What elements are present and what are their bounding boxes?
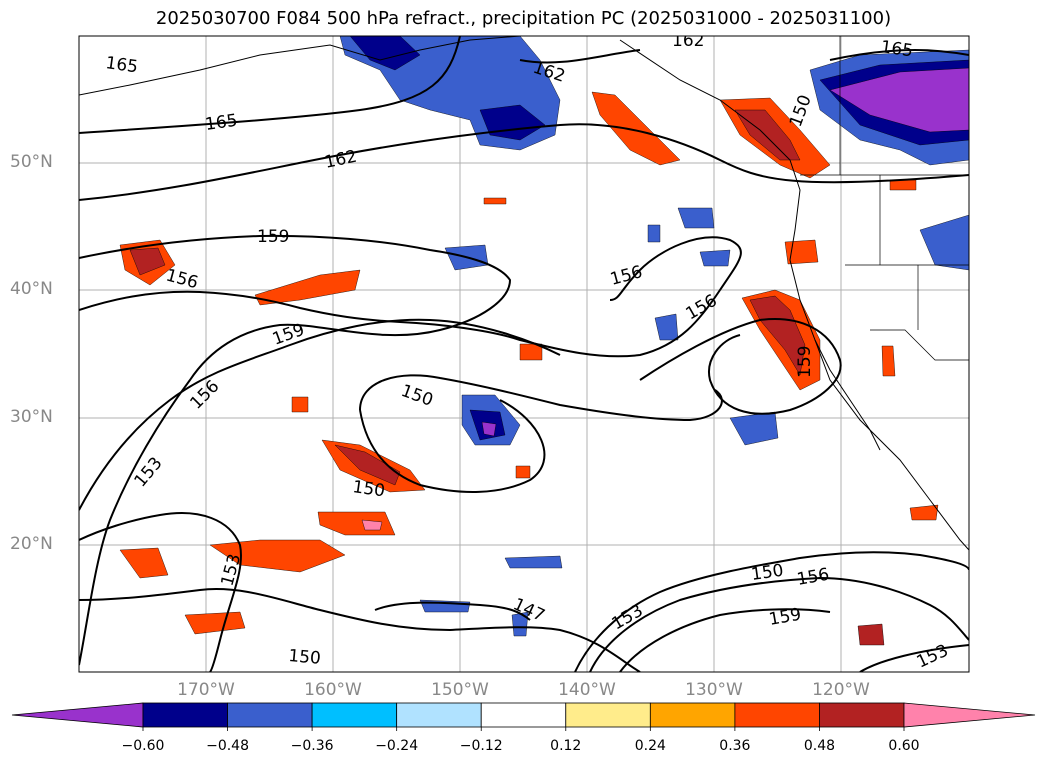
- anomaly-small3: [483, 197, 507, 205]
- colorbar-tick-label: 0.48: [803, 738, 836, 754]
- colorbar-tick-label: 0.36: [719, 738, 751, 754]
- colorbar-tick-label: 0.24: [634, 738, 666, 754]
- lat-label-30: 30°N: [10, 407, 53, 427]
- coastlines: [79, 36, 969, 551]
- anomaly-small5: [515, 465, 531, 479]
- lat-label-40: 40°N: [10, 279, 53, 299]
- anomaly-east2: [699, 249, 731, 267]
- anomaly-mid-band: [254, 269, 361, 306]
- colorbar-segment: [565, 702, 651, 728]
- colorbar-extend-high: [903, 702, 1036, 728]
- contour-label: 165: [204, 111, 239, 135]
- colorbar-segment: [649, 702, 736, 728]
- lat-label-20: 20°N: [10, 534, 53, 554]
- baja: [814, 339, 881, 451]
- negative-anomaly-areas: [339, 36, 969, 637]
- anomaly-east3: [654, 313, 679, 341]
- colorbar-segment: [734, 702, 820, 728]
- anomaly-small2: [291, 396, 309, 413]
- contour-153-south: [574, 551, 969, 672]
- lon-label-170w: 170°W: [177, 680, 235, 700]
- contour-label: 150: [288, 646, 322, 669]
- anomaly-pacific-nw-core: [734, 109, 801, 161]
- north-america-coast: [619, 39, 969, 551]
- contour-label: 159: [795, 346, 815, 378]
- contour-label: 165: [879, 37, 914, 61]
- positive-anomaly-areas: [119, 91, 939, 646]
- anomaly-central-band-core: [334, 444, 401, 486]
- contour-159-south: [619, 608, 831, 672]
- anomaly-sw-small: [119, 547, 169, 579]
- anomaly-nevada: [784, 239, 819, 265]
- alaska-coast: [79, 36, 521, 96]
- height-contours: [79, 36, 969, 672]
- colorbar-segment: [142, 702, 228, 728]
- colorbar-tick-label: −0.48: [206, 738, 249, 754]
- anomaly-canada-min: [829, 67, 969, 133]
- colorbar-tick-label: −0.12: [459, 738, 503, 754]
- contour-150-se: [859, 644, 969, 672]
- contour-165-ne: [829, 49, 969, 61]
- contour-156: [79, 236, 742, 358]
- contour-153-sw: [79, 512, 242, 672]
- contour-label: 162: [672, 31, 704, 51]
- contour-162-north: [519, 49, 641, 64]
- colorbar-segment: [480, 702, 567, 728]
- contour-147: [374, 601, 531, 621]
- anomaly-small4: [889, 179, 917, 191]
- contour-153: [79, 318, 561, 511]
- contour-150-south: [79, 588, 641, 672]
- lon-label-150w: 150°W: [431, 680, 489, 700]
- colorbar-tick-label: −0.36: [290, 738, 334, 754]
- anomaly-south2: [511, 611, 529, 637]
- lon-label-140w: 140°W: [558, 680, 616, 700]
- colorbar-tick-label: −0.60: [121, 738, 165, 754]
- anomaly-south-small: [184, 611, 246, 635]
- contour-162: [79, 123, 969, 201]
- map-title: 2025030700 F084 500 hPa refract., precip…: [155, 8, 892, 29]
- lon-label-160w: 160°W: [304, 680, 362, 700]
- contour-159: [79, 234, 512, 666]
- colorbar-tick-label: −0.24: [375, 738, 419, 754]
- lon-label-130w: 130°W: [685, 680, 743, 700]
- anomaly-rockies: [881, 345, 896, 377]
- anomaly-gulf-band: [591, 91, 681, 166]
- anomaly-california-core: [749, 295, 806, 376]
- anomaly-central-pacific-min: [481, 421, 497, 437]
- contour-label: 159: [257, 227, 289, 247]
- colorbar-extend-low: [11, 702, 144, 728]
- anomaly-bc: [647, 224, 661, 243]
- anomaly-us-west: [919, 214, 969, 271]
- contour-165-north: [79, 36, 461, 134]
- colorbar-segment: [819, 702, 905, 728]
- anomaly-east1: [677, 207, 715, 229]
- lat-label-50: 50°N: [10, 152, 53, 172]
- anomaly-mexico: [909, 504, 939, 521]
- map-plot: 165 162 165 162 165 162 159 156 159 156 …: [78, 31, 970, 673]
- anomaly-small1: [519, 343, 543, 361]
- colorbar-segment: [396, 702, 482, 728]
- colorbar-tick-label: 0.12: [550, 738, 582, 754]
- contour-label: 165: [104, 53, 139, 77]
- contour-156-south: [589, 576, 969, 672]
- anomaly-west-north-core: [129, 247, 166, 276]
- anomaly-hawaii-max: [361, 519, 383, 531]
- contour-label: 150: [351, 477, 386, 501]
- map-frame: [78, 35, 970, 673]
- contour-label: 150: [750, 561, 785, 585]
- anomaly-southeast: [504, 555, 563, 569]
- borders: [800, 36, 969, 361]
- lon-label-120w: 120°W: [812, 680, 870, 700]
- contour-150: [359, 374, 723, 493]
- colorbar-segment: [311, 702, 398, 728]
- colorbar-tick-label: 0.60: [888, 738, 920, 754]
- colorbar-segment: [227, 702, 313, 728]
- contour-156-inner: [639, 318, 842, 415]
- anomaly-se-small: [857, 623, 885, 646]
